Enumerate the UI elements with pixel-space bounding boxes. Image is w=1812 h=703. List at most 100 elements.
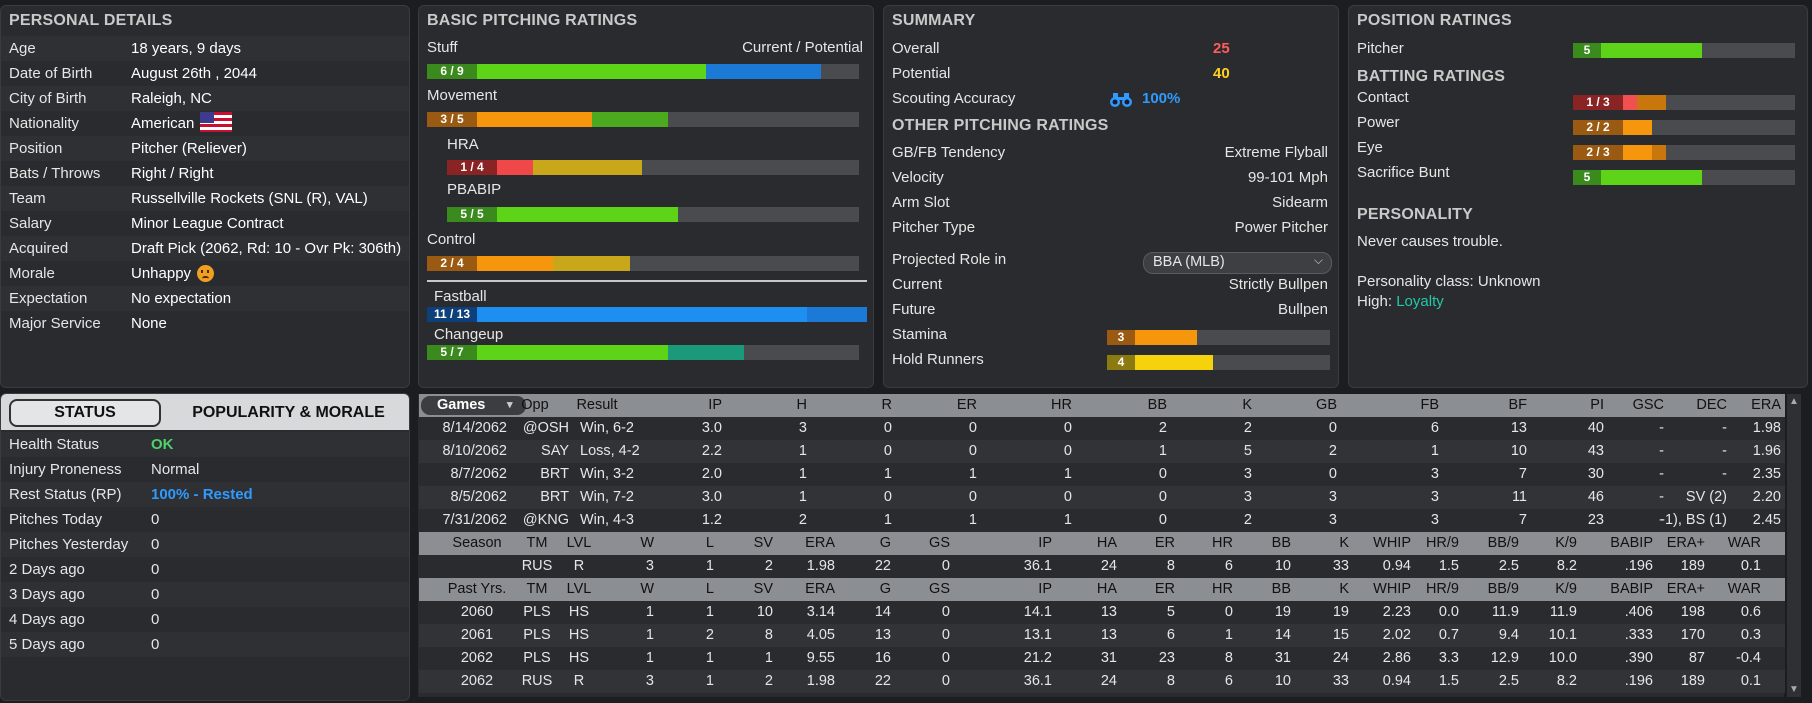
game-cell: 8/5/2062 — [450, 489, 507, 505]
game-cell: 30 — [1587, 466, 1604, 482]
game-cell: 7 — [1518, 466, 1527, 482]
past-cell: 0.7 — [1438, 627, 1459, 643]
season-cell: 0 — [941, 558, 950, 574]
past-cell: 2 — [705, 627, 714, 643]
game-cell: 5 — [1243, 443, 1252, 459]
control-bar — [477, 256, 859, 271]
game-row[interactable]: 7/31/2062 @KNG Win, 4-3 1.2 2 1 1 1 0 2 3 3 7 23- -1),… — [419, 509, 1785, 532]
personal-row-value-text: Minor League Contract — [131, 215, 284, 232]
game-cell: - — [1659, 420, 1664, 436]
season-cell: 0.1 — [1740, 558, 1761, 574]
past-cell: 1 — [645, 650, 654, 666]
personal-row: Morale Unhappy — [1, 261, 409, 286]
status-row-label: 3 Days ago — [9, 586, 85, 603]
stats-scrollbar[interactable]: ▲ ▼ — [1787, 394, 1801, 697]
past-cell: 13.1 — [1023, 627, 1052, 643]
games-header-cell: K — [1242, 397, 1252, 413]
past-header-row: Past Yrs. TM LVL W L SV ERA G GS IP HA ER HR BB K WHIP H… — [419, 578, 1785, 601]
past-cell: 9.4 — [1498, 627, 1519, 643]
status-row-label: Pitches Today — [9, 511, 103, 528]
batting-label: Sacrifice Bunt — [1357, 164, 1450, 181]
basic-pitching-title: BASIC PITCHING RATINGS — [427, 12, 638, 29]
game-cell: 0 — [883, 420, 892, 436]
hra-badge: 1 / 4 — [447, 160, 497, 175]
status-row-label: Pitches Yesterday — [9, 536, 129, 553]
status-row-value: 100% - Rested — [151, 486, 253, 503]
games-header-cell: FB — [1420, 397, 1439, 413]
past-cell: 2.86 — [1382, 650, 1411, 666]
game-cell: Win, 6-2 — [580, 420, 634, 436]
movement-current-fill — [477, 112, 592, 127]
game-row[interactable]: 8/14/2062 @OSH Win, 6-2 3.0 3 0 0 0 2 2 0 6 13 40 - - 1.… — [419, 417, 1785, 440]
personal-row: Team Russellville Rockets (SNL (R), VAL) — [1, 186, 409, 211]
status-row-label: 2 Days ago — [9, 561, 85, 578]
status-row-value: 0 — [151, 636, 160, 653]
past-cell: HS — [568, 627, 590, 643]
game-cell: Win, 3-2 — [580, 466, 634, 482]
past-cell: 2062 — [460, 650, 494, 666]
tab-status-label: STATUS — [54, 404, 116, 421]
stamina-badge: 3 — [1107, 330, 1135, 345]
game-cell: 1 — [883, 466, 892, 482]
game-cell: 8/7/2062 — [450, 466, 507, 482]
season-header-cell: BB/9 — [1487, 535, 1519, 551]
personal-row-value: Raleigh, NC — [131, 86, 212, 111]
season-header-cell: WAR — [1727, 535, 1761, 551]
past-header-cell: GS — [929, 581, 950, 597]
batting-bar — [1601, 170, 1795, 185]
game-row[interactable]: 8/10/2062 SAY Loss, 4-2 2.2 1 0 0 0 1 5 2 1 10 43- -1.… — [419, 440, 1785, 463]
pitcher-label: Pitcher — [1357, 40, 1404, 57]
game-cell: 0 — [1063, 489, 1072, 505]
game-cell: 1 — [1063, 466, 1072, 482]
personal-row: Age 18 years, 9 days — [1, 36, 409, 61]
game-cell: 0 — [968, 443, 977, 459]
stuff-badge: 6 / 9 — [427, 64, 477, 79]
game-cell: 0 — [1328, 466, 1337, 482]
past-cell: 14 — [874, 604, 891, 620]
past-cell: 16 — [874, 650, 891, 666]
pitcher-rating-fill — [1601, 43, 1702, 58]
personal-row-label: Major Service — [9, 315, 101, 332]
scroll-down-icon[interactable]: ▼ — [1789, 684, 1799, 695]
season-cell: 8.2 — [1556, 558, 1577, 574]
game-cell: 2 — [1328, 443, 1337, 459]
game-cell: 2.45 — [1752, 512, 1781, 528]
status-row: Rest Status (RP) 100% - Rested — [1, 482, 409, 507]
game-cell: - — [1722, 443, 1727, 459]
game-cell: 23 — [1587, 512, 1604, 528]
past-header-cell: HR/9 — [1425, 581, 1459, 597]
season-header-cell: SV — [753, 535, 773, 551]
game-cell: - — [1722, 466, 1727, 482]
projected-role-select[interactable]: BBA (MLB) ⌵ — [1143, 252, 1332, 274]
personal-row-value-text: Draft Pick (2062, Rd: 10 - Ovr Pk: 306th… — [131, 240, 402, 257]
game-row[interactable]: 8/7/2062 BRT Win, 3-2 2.0 1 1 1 1 0 3 0 3 7 30- -2.35 — [419, 463, 1785, 486]
other-rating-label: GB/FB Tendency — [892, 144, 1006, 161]
games-header-cell: GSC — [1632, 397, 1664, 413]
personal-row-label: City of Birth — [9, 90, 87, 107]
personal-row-label: Morale — [9, 265, 55, 282]
personal-details-title: PERSONAL DETAILS — [9, 12, 173, 29]
season-cell: 22 — [874, 558, 891, 574]
other-rating-label: Pitcher Type — [892, 219, 976, 236]
games-header-cell: PI — [1590, 397, 1604, 413]
potential-value: 40 — [1213, 65, 1230, 82]
game-cell: 8/14/2062 — [442, 420, 507, 436]
games-select[interactable]: Games ▾ — [421, 396, 526, 415]
personal-row-value: August 26th , 2044 — [131, 61, 257, 86]
tab-popularity-morale[interactable]: POPULARITY & MORALE — [171, 399, 406, 427]
past-cell: 15 — [1332, 627, 1349, 643]
game-cell: Win, 7-2 — [580, 489, 634, 505]
game-row[interactable]: 8/5/2062 BRT Win, 7-2 3.0 1 0 0 0 0 3 3 3 11 46 - SV (2… — [419, 486, 1785, 509]
games-header-cell: ER — [956, 397, 977, 413]
changeup-label: Changeup — [434, 326, 504, 343]
past-cell: 10 — [1274, 673, 1291, 689]
status-row-label: 4 Days ago — [9, 611, 85, 628]
tab-status[interactable]: STATUS — [9, 399, 161, 427]
past-cell: 24 — [1100, 673, 1117, 689]
overall-value: 25 — [1213, 40, 1230, 57]
personal-row-value: No expectation — [131, 286, 231, 311]
game-cell: 1 — [968, 512, 977, 528]
binoculars-icon[interactable] — [1110, 92, 1132, 108]
scroll-up-icon[interactable]: ▲ — [1789, 396, 1799, 407]
game-cell: Win, 4-3 — [580, 512, 634, 528]
